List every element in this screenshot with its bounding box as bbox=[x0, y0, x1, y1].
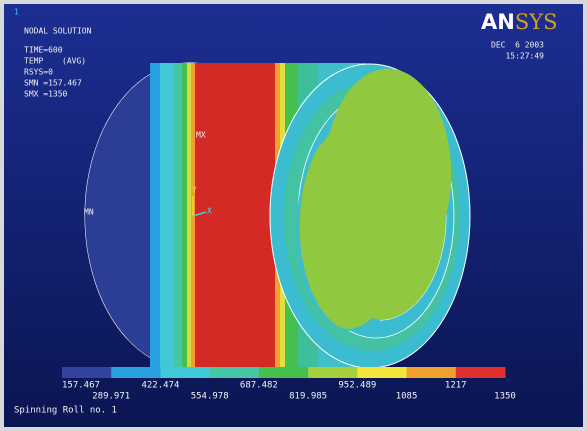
axis-y-label: Y bbox=[192, 186, 197, 195]
legend-swatch bbox=[456, 367, 506, 378]
time-step: TIME=600 bbox=[24, 46, 63, 55]
axis-x-label: X bbox=[207, 207, 212, 216]
maximum: SMX =1350 bbox=[24, 90, 68, 99]
legend-swatch bbox=[62, 367, 112, 378]
logo-sys: SYS bbox=[515, 10, 558, 34]
legend-label: 819.985 bbox=[289, 392, 327, 402]
minimum: SMN =157.467 bbox=[24, 79, 82, 88]
legend-swatch bbox=[259, 367, 309, 378]
legend-label: 1217 bbox=[445, 381, 467, 391]
legend-swatch bbox=[210, 367, 260, 378]
logo-an: AN bbox=[481, 10, 515, 34]
legend-swatch bbox=[111, 367, 161, 378]
legend-label: 952.489 bbox=[338, 381, 376, 391]
caption: Spinning Roll no. 1 bbox=[14, 406, 117, 416]
legend-label: 422.474 bbox=[141, 381, 179, 391]
window-number: 1 bbox=[14, 8, 19, 17]
legend-label: 1350 bbox=[494, 392, 516, 402]
legend-swatch bbox=[407, 367, 457, 378]
page: {"window_number": "1", "header": {"title… bbox=[0, 0, 587, 431]
legend-swatch bbox=[308, 367, 358, 378]
min-marker: MN bbox=[84, 208, 94, 217]
quantity: TEMP bbox=[24, 57, 43, 66]
averaging: (AVG) bbox=[62, 57, 86, 66]
legend-swatch bbox=[357, 367, 407, 378]
legend-label: 1085 bbox=[396, 392, 418, 402]
legend-swatch bbox=[160, 367, 210, 378]
coordinate-system: RSYS=0 bbox=[24, 68, 53, 77]
legend-label: 289.971 bbox=[92, 392, 130, 402]
max-marker: MX bbox=[196, 131, 206, 140]
logo: ANSYS bbox=[481, 10, 557, 35]
legend-label: 687.482 bbox=[240, 381, 278, 391]
legend-label: 157.467 bbox=[62, 381, 100, 391]
viewport: 1 NODAL SOLUTION TIME=600 TEMP (AVG) RSY… bbox=[0, 0, 587, 431]
clock: 15:27:49 bbox=[505, 52, 544, 61]
date: DEC 6 2003 bbox=[491, 41, 544, 50]
roll bbox=[85, 63, 470, 369]
result-title: NODAL SOLUTION bbox=[24, 27, 92, 36]
legend-label: 554.978 bbox=[191, 392, 229, 402]
